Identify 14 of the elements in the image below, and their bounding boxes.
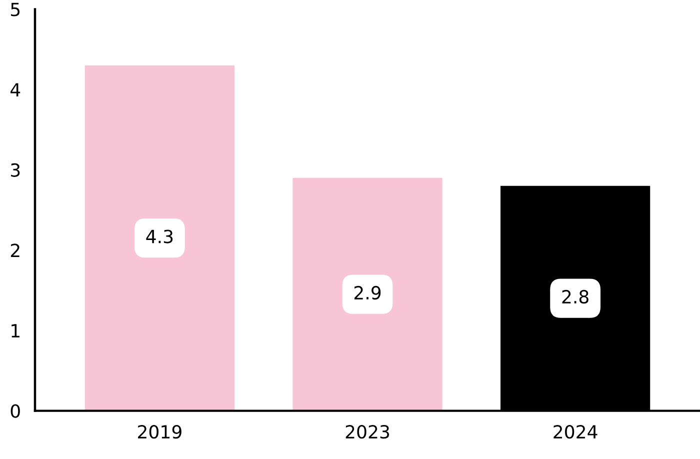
- y-tick-label: 0: [10, 404, 20, 418]
- y-tick-label: 5: [11, 2, 20, 16]
- data-label: 2.9: [354, 286, 381, 300]
- bar: [84, 65, 234, 411]
- x-tick-label: 2019: [138, 425, 182, 439]
- x-tick-label: 2023: [346, 425, 390, 439]
- x-tick-label: 2024: [554, 425, 598, 439]
- data-label: 2.8: [562, 290, 588, 304]
- bar: [292, 178, 442, 411]
- y-tick-label: 1: [12, 324, 20, 338]
- y-tick-label: 4: [10, 83, 20, 96]
- data-label: 4.3: [146, 230, 173, 244]
- y-tick-label: 2: [10, 244, 20, 258]
- y-tick-label: 3: [11, 163, 20, 177]
